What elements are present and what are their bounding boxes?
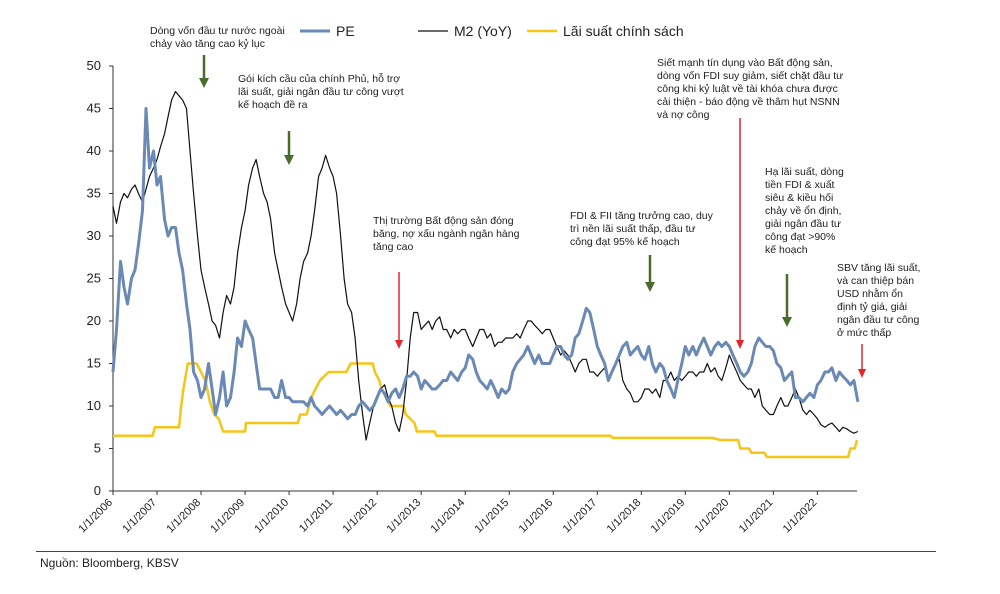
annotation-text: kế hoạch đề ra [238,99,308,111]
annotation-text: Siết mạnh tín dụng vào Bất động sản, [657,57,833,69]
annotation-text: chảy về ổn định, [765,205,841,217]
annotation-arrow-head [395,340,403,349]
annotation-text: định tỷ giá, giải [837,301,907,313]
series-group [111,90,860,459]
source-note: Nguồn: Bloomberg, KBSV [40,556,179,570]
annotation-arrow-head [284,155,294,165]
annotation-arrow-head [645,282,655,292]
annotation-text: dòng vốn FDI suy giảm, siết chặt đầu tư [657,70,843,82]
annotation-text: lãi suất, giải ngân đầu tư công vượt [238,86,404,98]
x-tick-label: 1/1/2021 [737,497,776,536]
annotation-text: SBV tăng lãi suất, [837,262,920,274]
y-tick-label: 40 [87,143,101,158]
y-tick-label: 45 [87,101,101,116]
footer-divider [36,551,936,552]
annotation-text: tiền FDI & xuất [765,179,835,191]
x-tick-label: 1/1/2014 [429,497,468,536]
annotation-text: chảy vào tăng cao kỷ lục [150,38,265,50]
x-tick-label: 1/1/2018 [605,497,644,536]
annotation-text: giải ngân đầu tư [765,218,841,230]
x-tick-label: 1/1/2007 [120,497,159,536]
annotation-text: trì nền lãi suất thấp, đầu tư [570,223,696,235]
legend: PE M2 (YoY) Lãi suất chính sách [300,23,684,39]
legend-label: M2 (YoY) [454,23,512,39]
y-tick-label: 0 [94,483,101,498]
annotation-text: và nợ công [657,109,710,121]
annotation-text: cải thiện - báo động về thâm hụt NSNN [657,96,840,108]
annotation-arrow-head [782,317,792,327]
annotation-text: ở mức thấp [837,327,891,339]
annotation-text: FDI & FII tăng trưởng cao, duy [570,210,714,222]
y-tick-label: 30 [87,228,101,243]
annotation-arrow-head [858,369,866,378]
x-tick-label: 1/1/2020 [693,497,732,536]
x-tick-label: 1/1/2022 [781,497,820,536]
legend-label: PE [336,23,355,39]
x-tick-label: 1/1/2011 [297,497,335,535]
y-tick-label: 15 [87,356,101,371]
legend-label: Lãi suất chính sách [563,23,684,39]
x-tick-label: 1/1/2017 [561,497,600,536]
annotation-text: tăng cao [373,241,413,253]
annotation-text: ngân đầu tư công [837,314,920,326]
series-line-policy-rate [113,362,859,459]
annotation-text: siêu & kiều hối [765,192,833,204]
x-tick-label: 1/1/2009 [208,497,247,536]
annotation-text: Thị trường Bất động sản đóng [373,215,514,227]
x-tick-label: 1/1/2019 [649,497,688,536]
annotation-arrow-head [199,78,209,88]
y-tick-label: 35 [87,186,101,201]
x-tick-label: 1/1/2016 [517,497,556,536]
annotation-text: công đạt >90% [765,231,835,243]
annotation-text: Dòng vốn đầu tư nước ngoài [150,25,285,37]
y-tick-label: 25 [87,271,101,286]
y-tick-label: 20 [87,313,101,328]
x-tick-label: 1/1/2010 [252,497,291,536]
annotation-text: kế hoạch [765,244,808,256]
annotation-text: Hạ lãi suất, dòng [765,166,844,178]
x-tick-label: 1/1/2013 [385,497,424,536]
annotation-text: công đạt 95% kế hoạch [570,236,680,248]
y-tick-label: 50 [87,58,101,73]
y-tick-label: 10 [87,398,101,413]
annotation-text: băng, nợ xấu ngành ngân hàng [373,228,520,240]
series-line-m2 [112,90,859,441]
annotation-text: Gói kích cầu của chính Phủ, hỗ trợ [238,72,400,85]
series-line-pe [111,107,860,421]
x-tick-label: 1/1/2015 [473,497,512,536]
annotation-text: công khi kỷ luật về tài khóa chưa được [657,83,838,95]
annotation-text: USD nhằm ổn [837,287,903,300]
annotation-text: và can thiệp bán [837,275,914,287]
x-tick-label: 1/1/2006 [76,497,115,536]
x-tick-label: 1/1/2008 [164,497,203,536]
annotation-arrow-head [736,340,744,349]
y-tick-label: 5 [94,441,101,456]
x-tick-label: 1/1/2012 [340,497,379,536]
